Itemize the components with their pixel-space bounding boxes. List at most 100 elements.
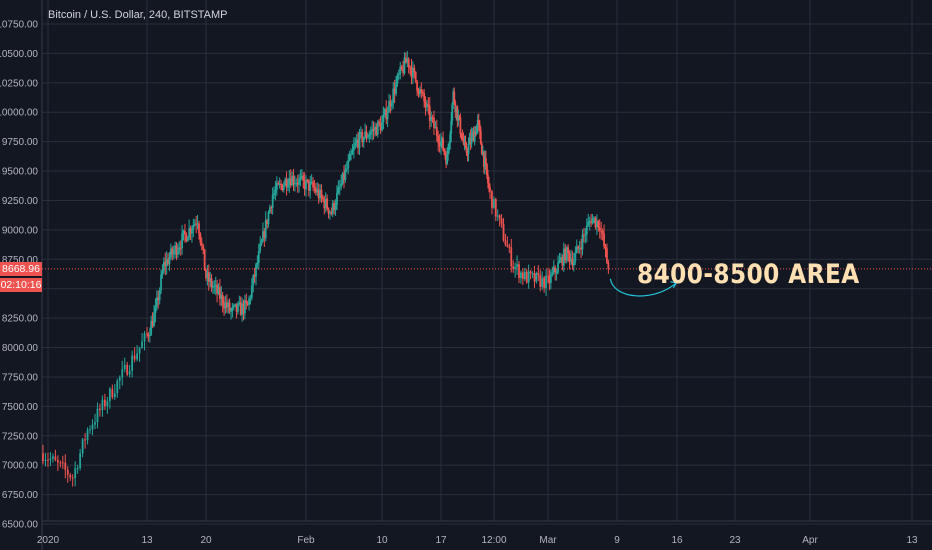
candle-body — [230, 310, 232, 312]
candle-body — [520, 272, 522, 278]
candle-body — [287, 185, 289, 188]
price-tick-label: 6500.00 — [2, 520, 39, 531]
candle-body — [334, 205, 337, 211]
candle-body — [535, 272, 538, 282]
candle-body — [273, 192, 275, 196]
candle-body — [71, 477, 74, 479]
candle-body — [199, 233, 202, 243]
candle-body — [224, 302, 227, 309]
candle-body — [543, 277, 546, 289]
candle-body — [205, 269, 207, 279]
candle-body — [461, 138, 464, 140]
candle-body — [327, 208, 330, 214]
candle-body — [245, 300, 248, 303]
candle-body — [412, 67, 414, 78]
candle-body — [221, 294, 224, 305]
candle-body — [564, 248, 567, 261]
candle-body — [239, 302, 242, 315]
symbol-legend[interactable]: Bitcoin / U.S. Dollar, 240, BITSTAMP — [48, 9, 228, 21]
candle-body — [560, 257, 562, 261]
candle-body — [164, 261, 167, 267]
candle-body — [312, 181, 314, 188]
candle-body — [59, 462, 62, 464]
candle-body — [480, 143, 483, 154]
candle-body — [118, 377, 121, 381]
candle-body — [341, 173, 344, 184]
candle-body — [248, 298, 250, 305]
time-axis[interactable]: 2020 13 20 Feb 10 17 12:00 Mar 9 16 23 Apr 13 — [37, 535, 918, 546]
candle-body — [547, 275, 549, 277]
candle-body — [427, 104, 430, 106]
candle-body — [243, 300, 246, 314]
candle-body — [210, 278, 213, 288]
candle-body — [260, 240, 263, 245]
candle-body — [104, 399, 106, 407]
annotation-text[interactable]: 8400-8500 AREA — [637, 259, 860, 290]
candle-body — [324, 198, 327, 209]
candle-body — [223, 304, 225, 309]
candle-body — [189, 228, 192, 234]
candle-body — [169, 248, 172, 258]
candle-body — [392, 88, 395, 103]
candle-body — [600, 230, 603, 232]
candle-body — [184, 230, 186, 235]
candle-body — [482, 152, 485, 167]
candle-body — [428, 105, 431, 121]
grid-layer — [41, 0, 932, 550]
candle-body — [472, 132, 475, 142]
candle-body — [266, 219, 269, 225]
candle-body — [453, 91, 456, 103]
projection-arrow-head — [670, 281, 678, 289]
candle-body — [454, 102, 457, 112]
candle-body — [281, 185, 284, 191]
candle-body — [165, 259, 168, 267]
candle-body — [464, 142, 467, 147]
candle-body — [344, 169, 347, 180]
candle-body — [430, 117, 433, 121]
current-price-badge: 8668.96 — [0, 261, 42, 276]
candle-body — [262, 231, 264, 241]
candle-body — [537, 272, 540, 275]
candle-body — [414, 72, 417, 82]
candle-body — [529, 271, 532, 274]
candle-body — [591, 218, 594, 224]
candle-body — [74, 468, 77, 479]
candle-body — [455, 106, 458, 112]
candle-body — [562, 248, 565, 266]
price-axis[interactable]: 10750.00 10500.00 10250.00 10000.00 9750.00 9… — [0, 20, 38, 531]
candle-body — [42, 453, 44, 462]
candle-body — [214, 284, 217, 287]
candle-body — [406, 58, 409, 63]
candle-body — [338, 186, 341, 188]
candle-body — [305, 179, 307, 190]
candle-body — [292, 176, 295, 184]
candle-body — [84, 439, 86, 441]
candle-body — [241, 303, 244, 315]
candle-body — [413, 67, 416, 73]
candle-body — [150, 320, 153, 335]
candle-body — [136, 353, 138, 360]
candle-body — [296, 182, 299, 185]
candle-body — [348, 154, 351, 161]
candle-body — [79, 453, 82, 469]
candle-body — [597, 221, 600, 228]
candle-body — [209, 278, 212, 282]
candle-body — [452, 91, 455, 105]
candle-body — [237, 303, 239, 312]
candle-body — [263, 231, 266, 239]
candle-body — [496, 215, 499, 217]
candle-body — [44, 459, 47, 462]
candle-body — [347, 160, 350, 169]
candle-body — [217, 287, 220, 294]
candle-body — [595, 221, 598, 228]
candle-body — [585, 225, 588, 235]
candle-body — [512, 266, 515, 269]
candle-body — [89, 429, 91, 431]
candle-body — [331, 203, 334, 214]
candle-body — [101, 399, 104, 411]
time-tick-label: 12:00 — [481, 535, 506, 546]
candle-body — [433, 117, 435, 128]
candle-body — [379, 123, 382, 131]
